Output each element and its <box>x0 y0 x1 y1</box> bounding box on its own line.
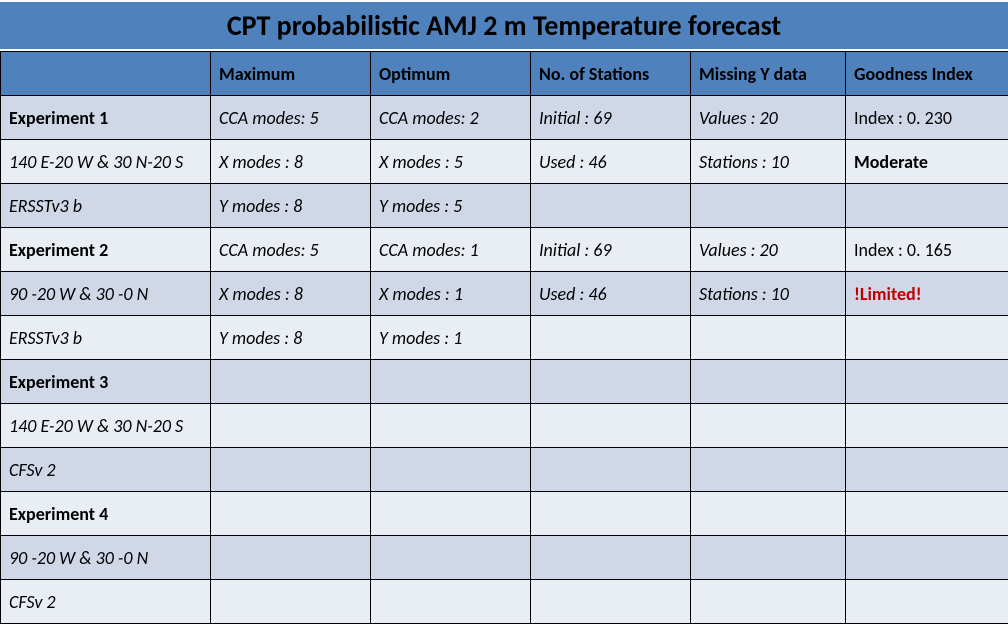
cell: CCA modes: 5 <box>211 228 371 272</box>
cell <box>531 404 691 448</box>
cell: Stations : 10 <box>691 140 846 184</box>
cell <box>691 360 846 404</box>
table-row: 140 E-20 W & 30 N-20 S <box>1 404 1008 448</box>
cell: Initial : 69 <box>531 96 691 140</box>
row-label: Experiment 2 <box>1 228 211 272</box>
cell: CCA modes: 2 <box>371 96 531 140</box>
cell <box>371 404 531 448</box>
cell <box>211 404 371 448</box>
table-row: ERSSTv3 bY modes : 8Y modes : 5 <box>1 184 1008 228</box>
cell: Index : 0. 165 <box>846 228 1008 272</box>
cell: X modes : 1 <box>371 272 531 316</box>
cell: Index : 0. 230 <box>846 96 1008 140</box>
header-blank <box>1 52 211 96</box>
row-label: ERSSTv3 b <box>1 316 211 360</box>
row-label: 140 E-20 W & 30 N-20 S <box>1 404 211 448</box>
forecast-table: Maximum Optimum No. of Stations Missing … <box>0 51 1008 624</box>
cell: Values : 20 <box>691 96 846 140</box>
header-goodness: Goodness Index <box>846 52 1008 96</box>
table-row: CFSv 2 <box>1 448 1008 492</box>
cell <box>691 184 846 228</box>
cell <box>531 580 691 624</box>
table-row: ERSSTv3 bY modes : 8Y modes : 1 <box>1 316 1008 360</box>
cell <box>211 448 371 492</box>
cell <box>371 492 531 536</box>
cell <box>531 492 691 536</box>
table-row: Experiment 3 <box>1 360 1008 404</box>
header-row: Maximum Optimum No. of Stations Missing … <box>1 52 1008 96</box>
cell <box>531 536 691 580</box>
cell: CCA modes: 1 <box>371 228 531 272</box>
cell: Moderate <box>846 140 1008 184</box>
cell <box>691 492 846 536</box>
cell: Initial : 69 <box>531 228 691 272</box>
cell <box>531 316 691 360</box>
table-row: Experiment 2CCA modes: 5CCA modes: 1Init… <box>1 228 1008 272</box>
table-row: Experiment 4 <box>1 492 1008 536</box>
header-optimum: Optimum <box>371 52 531 96</box>
cell: Y modes : 5 <box>371 184 531 228</box>
cell <box>371 360 531 404</box>
table-row: 140 E-20 W & 30 N-20 SX modes : 8X modes… <box>1 140 1008 184</box>
row-label: Experiment 3 <box>1 360 211 404</box>
cell: X modes : 8 <box>211 140 371 184</box>
table-row: CFSv 2 <box>1 580 1008 624</box>
cell <box>846 184 1008 228</box>
cell <box>371 580 531 624</box>
row-label: 140 E-20 W & 30 N-20 S <box>1 140 211 184</box>
cell <box>531 448 691 492</box>
row-label: ERSSTv3 b <box>1 184 211 228</box>
cell <box>846 580 1008 624</box>
header-missing: Missing Y data <box>691 52 846 96</box>
row-label: Experiment 1 <box>1 96 211 140</box>
cell: Y modes : 1 <box>371 316 531 360</box>
cell <box>846 360 1008 404</box>
header-maximum: Maximum <box>211 52 371 96</box>
cell <box>846 448 1008 492</box>
cell: Y modes : 8 <box>211 184 371 228</box>
cell <box>211 580 371 624</box>
row-label: 90 -20 W & 30 -0 N <box>1 272 211 316</box>
cell: X modes : 5 <box>371 140 531 184</box>
cell: Used : 46 <box>531 272 691 316</box>
cell <box>846 536 1008 580</box>
page-title: CPT probabilistic AMJ 2 m Temperature fo… <box>227 8 781 43</box>
row-label: 90 -20 W & 30 -0 N <box>1 536 211 580</box>
cell: Stations : 10 <box>691 272 846 316</box>
cell: Y modes : 8 <box>211 316 371 360</box>
cell: CCA modes: 5 <box>211 96 371 140</box>
table-row: Experiment 1CCA modes: 5CCA modes: 2Init… <box>1 96 1008 140</box>
cell: X modes : 8 <box>211 272 371 316</box>
cell <box>691 536 846 580</box>
row-label: CFSv 2 <box>1 580 211 624</box>
cell <box>691 404 846 448</box>
cell <box>371 536 531 580</box>
cell <box>211 360 371 404</box>
table-row: 90 -20 W & 30 -0 N <box>1 536 1008 580</box>
cell: Used : 46 <box>531 140 691 184</box>
cell <box>371 448 531 492</box>
cell: !Limited! <box>846 272 1008 316</box>
cell <box>691 580 846 624</box>
cell <box>691 316 846 360</box>
cell <box>691 448 846 492</box>
cell <box>846 316 1008 360</box>
cell <box>211 536 371 580</box>
cell: Values : 20 <box>691 228 846 272</box>
cell <box>211 492 371 536</box>
cell <box>531 360 691 404</box>
row-label: Experiment 4 <box>1 492 211 536</box>
cell <box>846 404 1008 448</box>
cell <box>531 184 691 228</box>
table-body: Experiment 1CCA modes: 5CCA modes: 2Init… <box>1 96 1008 624</box>
cell <box>846 492 1008 536</box>
header-stations: No. of Stations <box>531 52 691 96</box>
table-row: 90 -20 W & 30 -0 NX modes : 8X modes : 1… <box>1 272 1008 316</box>
row-label: CFSv 2 <box>1 448 211 492</box>
title-bar: CPT probabilistic AMJ 2 m Temperature fo… <box>0 0 1008 51</box>
